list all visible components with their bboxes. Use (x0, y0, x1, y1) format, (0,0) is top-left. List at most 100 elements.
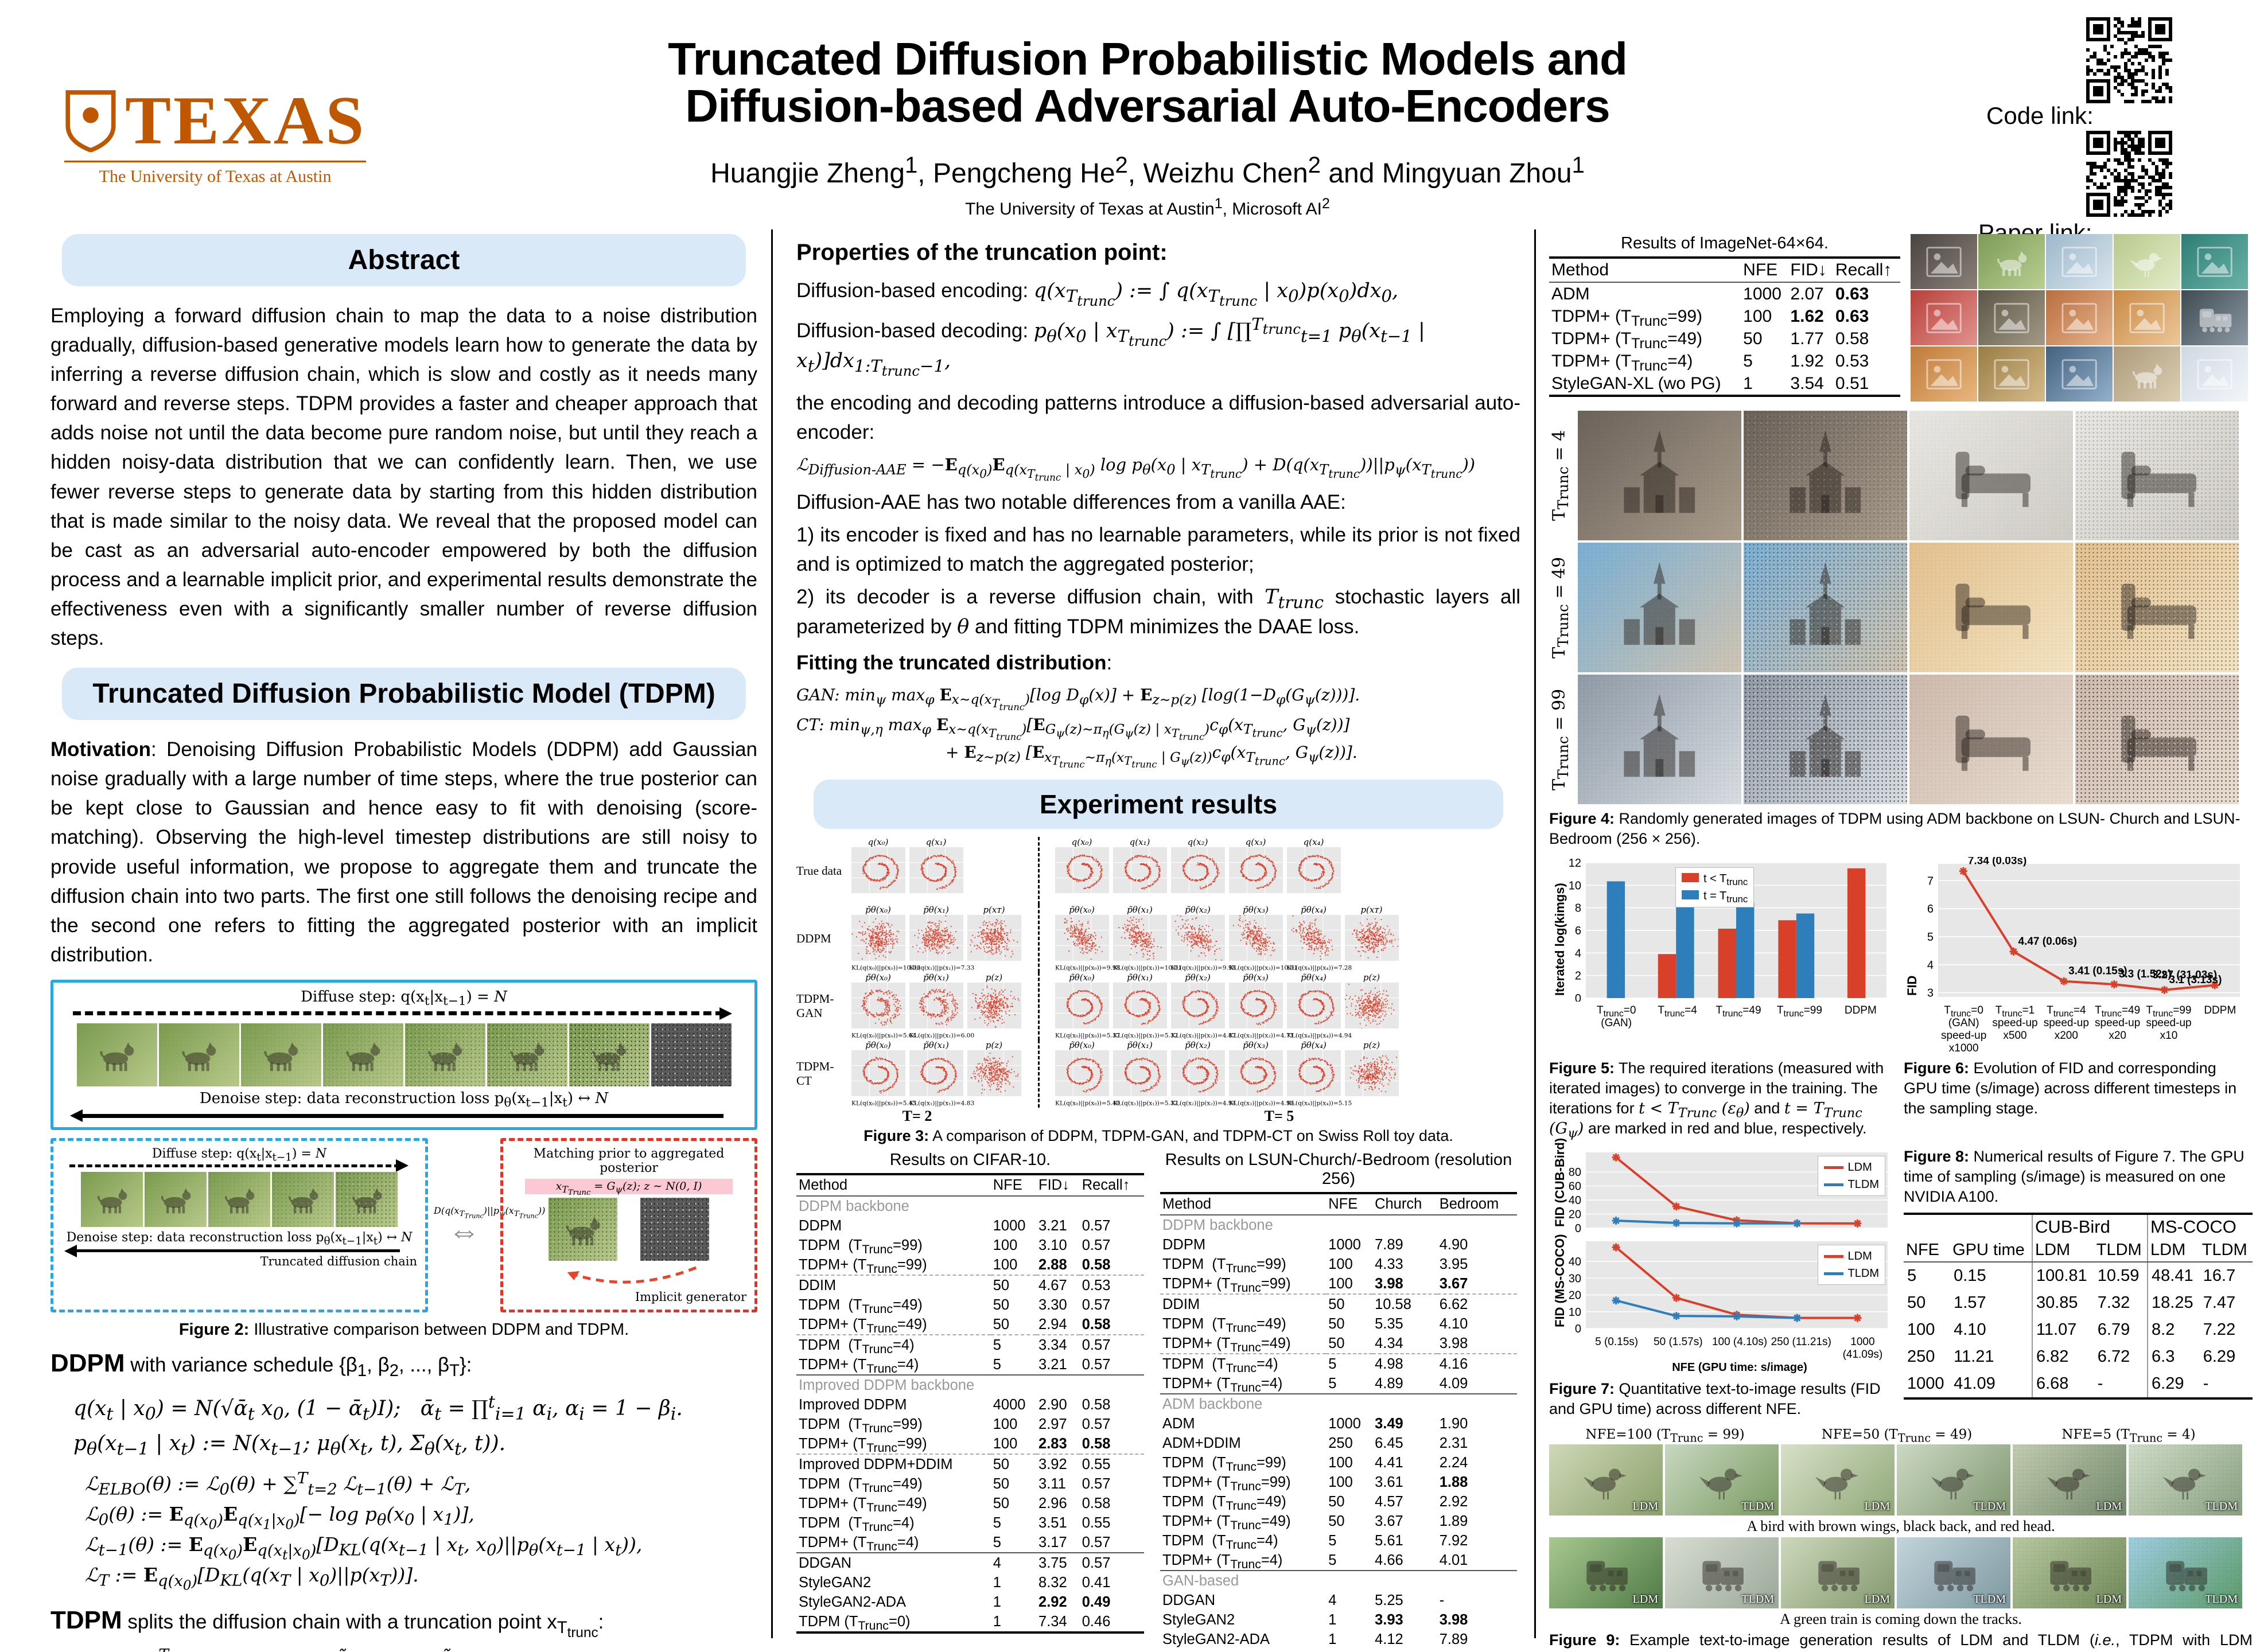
qr-pattern (2086, 131, 2172, 217)
table-cell: 0.57 (1082, 1416, 1111, 1432)
x-tick-label: DDPM (2204, 1004, 2236, 1017)
table-cell: TDPM (TTrunc=99) (799, 1237, 923, 1256)
table-cell: 0.58 (1082, 1435, 1111, 1452)
qr-pattern (2086, 17, 2172, 103)
texas-shield-icon (65, 90, 116, 152)
table-cell: TDPM (TTrunc=4) (1160, 1353, 1327, 1374)
bird-image-tile (2114, 234, 2180, 289)
table-row: TDPM+ (TTrunc=99) 100 3.98 3.67 (1160, 1274, 1517, 1294)
scatter-plot: p̃θ(x₁) KL(q(x₁)||p(x₁))=6.00 (909, 972, 975, 1039)
table-cell: 1000 (1743, 284, 1781, 303)
y-axis-label: Iterated log(kimgs) (1553, 883, 1567, 996)
table-cell: 3.17 (1038, 1534, 1067, 1550)
table-cell: 50 (993, 1495, 1010, 1511)
table-cell: 3.92 (1036, 1454, 1080, 1475)
figure3-caption: Figure 3: A comparison of DDPM, TDPM-GAN… (863, 1127, 1453, 1145)
diffuse-arrow (73, 1007, 732, 1020)
table-cell: 5 (993, 1514, 1001, 1531)
scatter-plot: p̃θ(x₂) KL(q(x₂)||p(x₂))=9.98 (1170, 905, 1236, 972)
bed-image-tile (2075, 543, 2239, 672)
model-label: TLDM (2205, 1592, 2238, 1606)
table-cell: 2.96 (1038, 1495, 1067, 1511)
diffuse-arrow (69, 1159, 409, 1172)
table-cell: 4.98 (1372, 1353, 1437, 1374)
table-cell: 50 (1328, 1493, 1345, 1510)
table-row: ADM 1000 3.49 1.90 (1160, 1414, 1517, 1433)
table-cell: 50 (1743, 329, 1763, 348)
table-cell: 1000 (993, 1217, 1026, 1234)
table-cell: 0.55 (1082, 1514, 1111, 1531)
figure4-grid: TTrunc = 4 TTrunc = 49 TTrunc = 99 (1549, 411, 2253, 804)
table-cell: 250 (1328, 1435, 1353, 1451)
column-header: Method (1549, 259, 1741, 283)
table-cell: 4.01 (1439, 1552, 1468, 1568)
y-axis-label: FID (CUB-Bird) (1553, 1137, 1567, 1227)
table-cell: DDPM (799, 1217, 842, 1234)
table-row: TDPM+ (TTrunc=4) 5 3.17 0.57 (796, 1533, 1144, 1553)
table-row: Improved DDPM 4000 2.90 0.58 (796, 1395, 1144, 1415)
figure7-coco-chart: 0 10 20 30 40 FID (MS-COCO) LDM TLDM 5 (0.15s) 50… (1549, 1234, 1893, 1374)
x-tick-label: Ttrunc=1 speed-up x500 (1992, 1004, 2038, 1042)
scatter-plot: p̃θ(x₄) KL(q(x₄)||p(x₄))=4.94 (1286, 972, 1352, 1039)
model-label: LDM (2096, 1499, 2122, 1513)
figure9-block: NFE=100 (TTrunc = 99) NFE=50 (TTrunc = 49… (1549, 1427, 2253, 1652)
table-cell: 7.34 (1038, 1613, 1067, 1630)
table-cell: 3.21 (1038, 1217, 1067, 1234)
table-cell: 3.67 (1439, 1275, 1468, 1292)
table-cell: TDPM+ (TTrunc=4) (1162, 1552, 1283, 1571)
table-cell: 50 (1328, 1315, 1345, 1332)
table-cell: 4.34 (1375, 1335, 1403, 1351)
table-cell: DDIM (796, 1275, 991, 1296)
table-row: TDPM+ (TTrunc=99) 100 3.61 1.88 (1160, 1472, 1517, 1493)
elbo-eq-line: ℒELBO(θ) := ℒ0(θ) + ∑Tt=2 ℒt−1(θ) + ℒT, (85, 1469, 471, 1499)
table-cell: 6.62 (1437, 1293, 1517, 1315)
table-cell: Improved DDPM+DDIM (796, 1454, 991, 1475)
scatter-plot: p̃θ(x₀) KL(q(x₀)||p(x₀))=5.40 (1055, 1040, 1121, 1107)
dog-image-tile (240, 1023, 321, 1086)
table-row: Improved DDPM+DDIM 50 3.92 0.55 (796, 1454, 1144, 1475)
title-line-1: Truncated Diffusion Probabilistic Models… (668, 33, 1628, 84)
table-cell: 2.90 (1038, 1396, 1067, 1413)
table-cell: Improved DDPM (799, 1396, 907, 1413)
ddpm-eq2: pθ(xt−1 | xt) := N(xt−1; μθ(xt, t), Σθ(x… (73, 1432, 506, 1460)
table-cell: TDPM+ (TTrunc=99) (799, 1435, 927, 1455)
table-cell: 4 (993, 1554, 1001, 1571)
column-header: FID↓ (1036, 1175, 1080, 1197)
figure3-row-label: True data (796, 863, 842, 878)
dog-image-tile (487, 1023, 567, 1086)
chart-legend: t < Ttrunc t = Ttrunc (1675, 867, 1755, 908)
table-cell: ADM (1162, 1415, 1195, 1432)
figure4-row-label: TTrunc = 49 (1549, 556, 1572, 659)
table-cell: 3.98 (1375, 1275, 1403, 1292)
table-row: TDPM+ (TTrunc=49) 50 4.34 3.98 (1160, 1334, 1517, 1354)
model-label: LDM (1632, 1592, 1658, 1606)
table-cell: DDIM (1160, 1293, 1327, 1315)
left-column: Abstract Employing a forward diffusion c… (50, 234, 757, 1652)
cifar10-results-table: Results on CIFAR-10. Method NFE FID↓ Recall↑… (796, 1151, 1144, 1634)
table-row: TDPM+ (TTrunc=99) 100 2.88 0.58 (796, 1255, 1144, 1275)
affiliation: The University of Texas at Austin1, Micr… (965, 196, 1330, 219)
table-row: TDPM (TTrunc=99) 100 4.41 2.24 (1160, 1453, 1517, 1473)
elbo-eq-line: ℒT := Eq(x0)[DKL(q(xT | x0)||p(xT))]. (85, 1564, 419, 1593)
motivation-text: Motivation: Denoising Diffusion Probabil… (50, 738, 757, 966)
x-tick-label: Ttrunc=99 speed-up x10 (2146, 1004, 2192, 1042)
table-cell: 5.24 (1437, 1649, 1517, 1652)
table-row: TDPM (TTrunc=99) 100 3.10 0.57 (796, 1236, 1144, 1256)
scatter-plot: p̃θ(x₃) KL(q(x₃)||p(x₃))=4.71 (1228, 972, 1294, 1039)
table-row: 250 11.21 6.82 6.72 6.3 6.29 (1904, 1343, 2253, 1371)
elbo-equations: ℒELBO(θ) := ℒ0(θ) + ∑Tt=2 ℒt−1(θ) + ℒT, ℒ… (85, 1469, 757, 1593)
table-cell: TDPM+ (TTrunc=49) (799, 1495, 927, 1514)
photo-image-tile (1911, 234, 1977, 289)
table-cell: 5 (1326, 1353, 1373, 1374)
figure2-truncated-chain-box: Diffuse step: q(xt|xt−1) = N Denoise ste… (50, 1137, 428, 1312)
table-cell: 3.10 (1038, 1237, 1067, 1253)
table-cell: TDPM+ (TTrunc=4) (799, 1534, 919, 1553)
table-row: 100 4.10 11.07 6.79 8.2 7.22 (1904, 1316, 2253, 1344)
table-cell: 100 (1328, 1275, 1353, 1292)
table-cell: 4.16 (1437, 1353, 1517, 1374)
table-cell: 10.58 (1372, 1293, 1437, 1315)
decoding-eq: Diffusion-based decoding: pθ(x0 | xTtrun… (796, 314, 1425, 380)
dog-image-tile (569, 1023, 649, 1086)
table-row: 5 0.15 100.81 10.59 48.41 16.7 (1904, 1262, 2253, 1290)
